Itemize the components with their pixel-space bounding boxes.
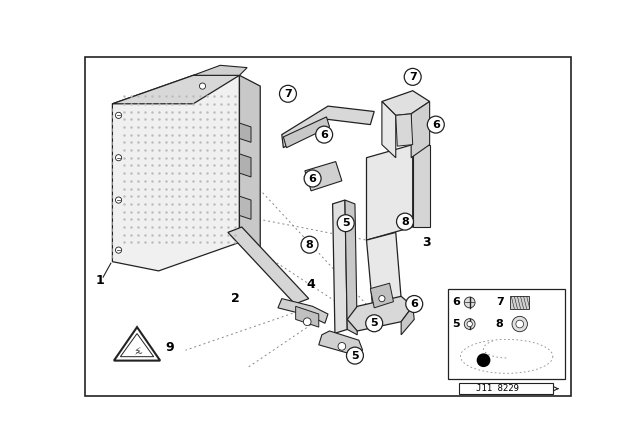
Circle shape <box>301 236 318 253</box>
Circle shape <box>467 321 472 327</box>
Circle shape <box>337 215 354 232</box>
Polygon shape <box>382 90 429 116</box>
Text: J11 8229: J11 8229 <box>476 384 519 393</box>
Text: 5: 5 <box>371 318 378 328</box>
Text: 5: 5 <box>452 319 460 329</box>
Circle shape <box>512 316 527 332</box>
Text: 8: 8 <box>496 319 504 329</box>
Circle shape <box>304 170 321 187</box>
Circle shape <box>303 318 311 326</box>
Polygon shape <box>319 331 363 354</box>
Circle shape <box>428 116 444 133</box>
Circle shape <box>200 83 205 89</box>
Polygon shape <box>114 327 160 361</box>
Polygon shape <box>345 200 357 335</box>
Text: 2: 2 <box>231 292 240 305</box>
Polygon shape <box>348 296 413 331</box>
Polygon shape <box>239 75 260 252</box>
Text: 1: 1 <box>96 275 104 288</box>
Polygon shape <box>239 196 251 220</box>
Text: 7: 7 <box>409 72 417 82</box>
Polygon shape <box>239 123 251 142</box>
Text: 8: 8 <box>401 217 409 227</box>
Polygon shape <box>113 75 239 104</box>
Polygon shape <box>396 114 413 146</box>
Polygon shape <box>113 75 239 271</box>
Polygon shape <box>411 102 429 158</box>
Text: 6: 6 <box>452 297 460 307</box>
Text: 7: 7 <box>496 297 504 307</box>
Text: 5: 5 <box>342 218 349 228</box>
Circle shape <box>516 320 524 328</box>
Polygon shape <box>382 102 396 158</box>
Circle shape <box>397 213 413 230</box>
Text: 6: 6 <box>410 299 418 309</box>
Polygon shape <box>401 306 414 335</box>
Polygon shape <box>282 106 374 148</box>
Polygon shape <box>296 306 319 327</box>
Polygon shape <box>239 154 251 177</box>
Circle shape <box>115 247 122 253</box>
Circle shape <box>477 354 490 366</box>
Bar <box>459 383 553 394</box>
Text: 4: 4 <box>307 278 316 291</box>
Circle shape <box>464 297 475 308</box>
Circle shape <box>346 347 364 364</box>
Circle shape <box>316 126 333 143</box>
Text: 6: 6 <box>432 120 440 129</box>
Text: 7: 7 <box>284 89 292 99</box>
Circle shape <box>115 155 122 161</box>
Polygon shape <box>367 145 413 240</box>
Polygon shape <box>193 65 247 75</box>
Polygon shape <box>305 162 342 191</box>
Circle shape <box>464 319 475 329</box>
Circle shape <box>404 69 421 85</box>
Text: 5: 5 <box>351 351 359 361</box>
Polygon shape <box>371 283 394 308</box>
Circle shape <box>406 296 422 313</box>
Circle shape <box>115 112 122 118</box>
Polygon shape <box>413 145 429 227</box>
Polygon shape <box>278 299 328 323</box>
Text: 8: 8 <box>306 240 314 250</box>
Text: 9: 9 <box>166 341 175 354</box>
Bar <box>509 296 529 309</box>
Polygon shape <box>120 334 154 357</box>
Text: 3: 3 <box>422 236 431 249</box>
Text: 6: 6 <box>308 173 317 184</box>
Circle shape <box>365 315 383 332</box>
Bar <box>448 289 565 379</box>
Polygon shape <box>284 117 330 148</box>
Polygon shape <box>228 227 308 304</box>
Polygon shape <box>367 233 401 308</box>
Text: ⚡: ⚡ <box>133 347 141 357</box>
Circle shape <box>115 197 122 203</box>
Text: ~: ~ <box>135 349 143 359</box>
Circle shape <box>379 296 385 302</box>
Text: 6: 6 <box>320 129 328 140</box>
Circle shape <box>338 343 346 350</box>
Circle shape <box>280 85 296 102</box>
Polygon shape <box>333 200 348 333</box>
